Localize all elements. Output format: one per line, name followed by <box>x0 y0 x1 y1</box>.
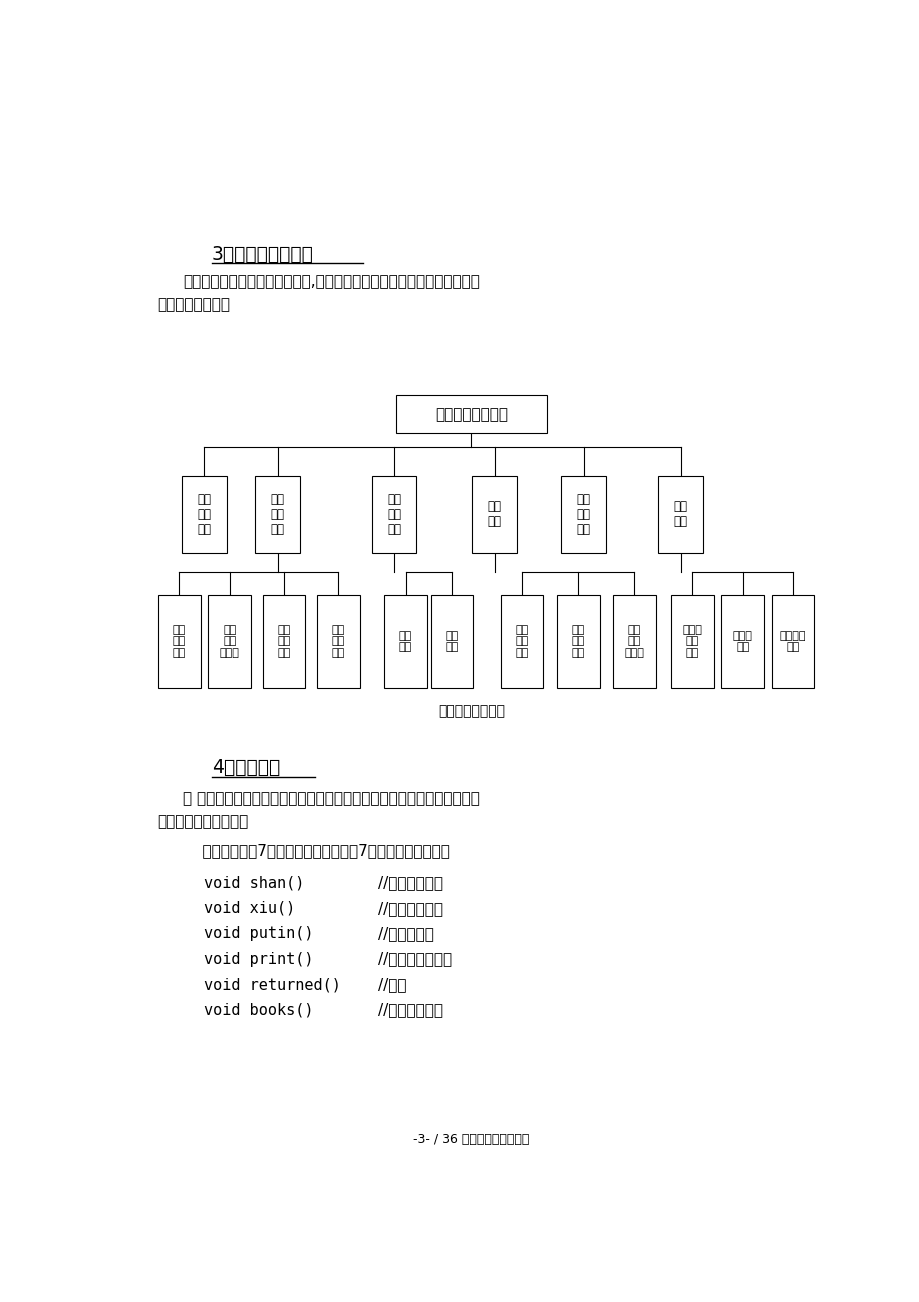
Text: 图书
查询: 图书 查询 <box>673 500 687 529</box>
Bar <box>384 595 426 687</box>
Bar <box>561 475 606 553</box>
Text: //打印图书信息表: //打印图书信息表 <box>378 952 452 966</box>
Text: 3、设计系统功能图: 3、设计系统功能图 <box>211 245 313 264</box>
Text: 图书
流通
管理: 图书 流通 管理 <box>387 492 401 536</box>
Bar <box>395 395 547 434</box>
Bar <box>612 595 655 687</box>
Text: 函数的功能加以说明）: 函数的功能加以说明） <box>157 814 249 829</box>
Text: 本月
借出
统计: 本月 借出 统计 <box>515 625 528 658</box>
Text: //修改图书信息: //修改图书信息 <box>378 901 443 915</box>
Text: //删除图书信息: //删除图书信息 <box>378 875 443 891</box>
Bar <box>181 475 226 553</box>
Text: 按作者名
查询: 按作者名 查询 <box>779 630 805 652</box>
Text: 图书管理信息系统: 图书管理信息系统 <box>435 406 507 422</box>
Text: 图书管理信息系统: 图书管理信息系统 <box>437 704 505 719</box>
Text: -3- / 36 文档可自由编辑打印: -3- / 36 文档可自由编辑打印 <box>413 1133 529 1146</box>
Text: （根据需求分析结果和文件结构,应用结构化分析与设计技术设计功能结构: （根据需求分析结果和文件结构,应用结构化分析与设计技术设计功能结构 <box>183 273 480 289</box>
Text: 基本
信息
管理: 基本 信息 管理 <box>270 492 285 536</box>
Bar <box>255 475 300 553</box>
Text: 创建
文件
信息: 创建 文件 信息 <box>197 492 210 536</box>
Bar <box>500 595 542 687</box>
Text: void putin(): void putin() <box>204 926 313 941</box>
Bar <box>771 595 813 687</box>
Text: //创建图书文件: //创建图书文件 <box>378 1003 443 1017</box>
Bar <box>658 475 702 553</box>
Text: 显示
图书
信息: 显示 图书 信息 <box>173 625 186 658</box>
Bar <box>209 595 251 687</box>
Bar <box>316 595 359 687</box>
Bar <box>471 475 516 553</box>
Text: void shan(): void shan() <box>204 875 304 891</box>
Text: 还书
管理: 还书 管理 <box>445 630 459 652</box>
Text: 借书
管理: 借书 管理 <box>399 630 412 652</box>
Bar <box>371 475 416 553</box>
Text: 删除
图书
记录: 删除 图书 记录 <box>277 625 290 658</box>
Bar <box>158 595 200 687</box>
Text: 按书名
查询: 按书名 查询 <box>732 630 752 652</box>
Text: //录入新图书: //录入新图书 <box>378 926 434 941</box>
Text: （ 详细分析每一个子模块的子功能，定义主要的子函数原型，并对每一个: （ 详细分析每一个子模块的子功能，定义主要的子函数原型，并对每一个 <box>183 790 480 806</box>
Text: void xiu(): void xiu() <box>204 901 295 915</box>
Text: 统计
按期
归还率: 统计 按期 归还率 <box>624 625 643 658</box>
Text: void print(): void print() <box>204 952 313 966</box>
Text: void books(): void books() <box>204 1003 313 1017</box>
Bar <box>557 595 599 687</box>
Text: 图，如下图所示）: 图，如下图所示） <box>157 297 231 312</box>
Text: 图书
统计: 图书 统计 <box>487 500 501 529</box>
Text: 此系统主要有7个功能，也就有主要的7个函数，他们分别是: 此系统主要有7个功能，也就有主要的7个函数，他们分别是 <box>183 844 449 858</box>
Bar <box>720 595 764 687</box>
Text: 图书
输入
与追加: 图书 输入 与追加 <box>220 625 239 658</box>
Text: //还书: //还书 <box>378 976 406 992</box>
Text: 按图书
类别
查询: 按图书 类别 查询 <box>682 625 701 658</box>
Text: 4、函数设计: 4、函数设计 <box>211 758 279 777</box>
Bar <box>670 595 713 687</box>
Text: 修改
图书
记录: 修改 图书 记录 <box>331 625 345 658</box>
Text: 超期
未还
统计: 超期 未还 统计 <box>572 625 584 658</box>
Bar <box>430 595 473 687</box>
Text: 借书
统计
报表: 借书 统计 报表 <box>576 492 590 536</box>
Bar <box>262 595 305 687</box>
Text: void returned(): void returned() <box>204 976 341 992</box>
